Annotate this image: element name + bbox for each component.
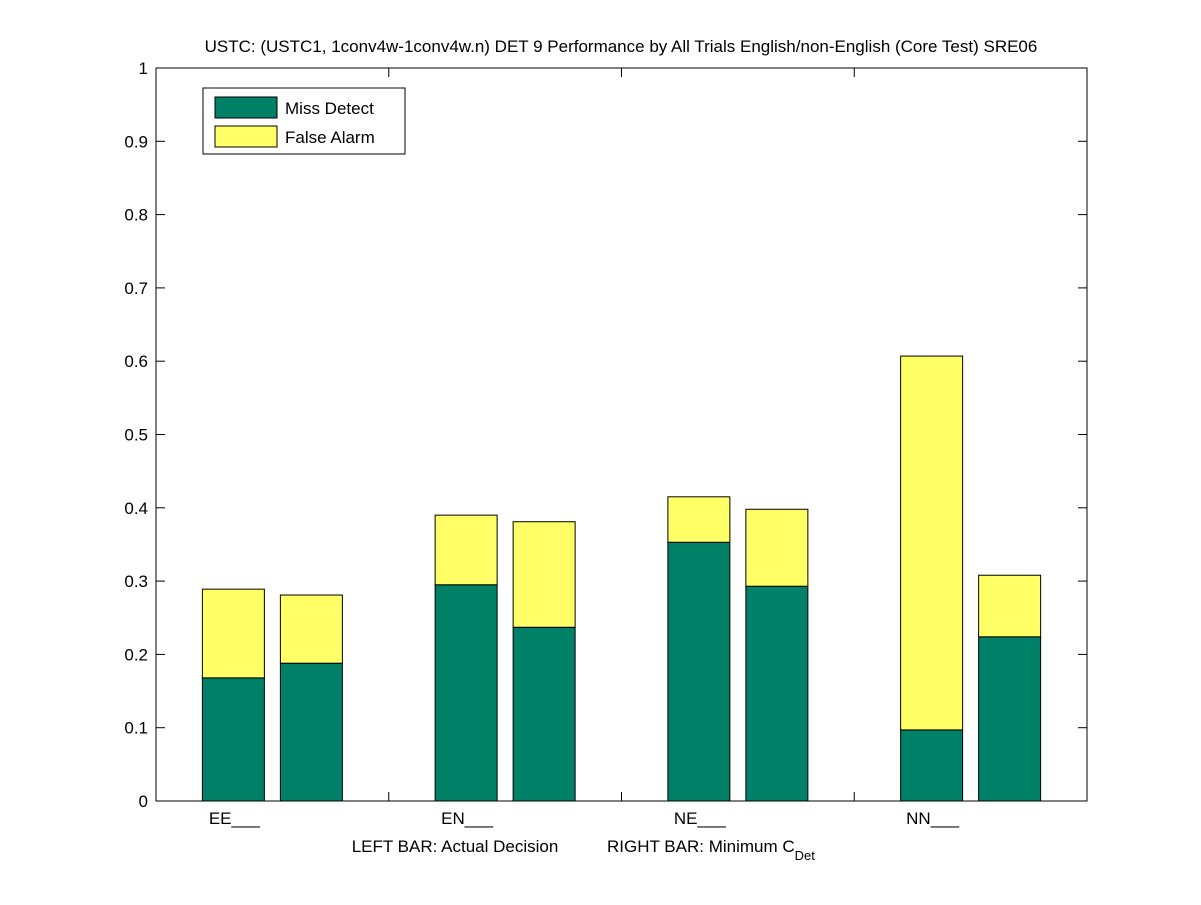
bar-ee-actual-miss-detect [201,677,265,802]
legend: Miss Detect False Alarm [202,87,406,155]
bar-nn-min-false-alarm [978,574,1042,638]
legend-label-false-alarm: False Alarm [285,128,375,147]
y-tick-label: 0.5 [124,426,148,445]
plot-frame [155,67,1088,802]
x-tick-label: NE___ [674,809,727,828]
bar-ne-min-false-alarm [745,508,809,587]
legend-label-miss-detect: Miss Detect [285,99,374,118]
legend-swatch-miss-detect [214,96,278,119]
y-tick-label: 0.8 [124,206,148,225]
bar-en-min-false-alarm [512,521,576,628]
bar-en-actual-false-alarm [434,514,498,586]
bar-ee-min-miss-detect [279,662,343,802]
x-tick-label: EN___ [441,809,494,828]
bar-ne-actual-miss-detect [667,541,731,802]
y-tick-label: 0.2 [124,645,148,664]
y-tick-label: 1 [139,59,148,78]
y-tick-label: 0.4 [124,499,148,518]
bar-ee-actual-false-alarm [201,588,265,679]
y-tick-label: 0.9 [124,132,148,151]
x-axis-label-right: RIGHT BAR: Minimum CDet [607,837,815,863]
y-tick-label: 0 [139,792,148,811]
bar-nn-actual-false-alarm [900,355,964,731]
bar-nn-actual-miss-detect [900,729,964,802]
legend-swatch-false-alarm [214,125,278,148]
x-tick-label: EE___ [209,809,261,828]
y-tick-label: 0.3 [124,572,148,591]
x-tick-label: NN___ [906,809,959,828]
bar-nn-min-miss-detect [978,636,1042,802]
x-axis-label-right-subscript: Det [795,848,816,863]
x-axis-label-right-main: RIGHT BAR: Minimum C [607,837,795,856]
x-axis-label-left: LEFT BAR: Actual Decision [352,837,559,856]
bar-ne-min-miss-detect [745,585,809,802]
chart-title: USTC: (USTC1, 1conv4w-1conv4w.n) DET 9 P… [205,37,1038,56]
bar-en-actual-miss-detect [434,584,498,802]
bar-ne-actual-false-alarm [667,496,731,543]
bar-ee-min-false-alarm [279,594,343,664]
y-tick-label: 0.6 [124,352,148,371]
y-tick-label: 0.7 [124,279,148,298]
y-tick-label: 0.1 [124,719,148,738]
bar-en-min-miss-detect [512,626,576,802]
